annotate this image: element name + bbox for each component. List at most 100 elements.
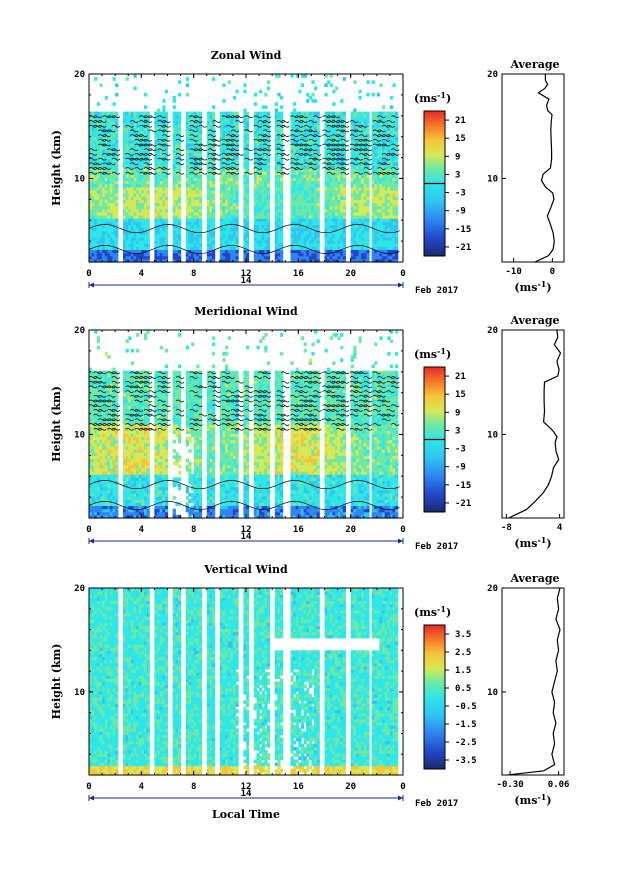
- colorbar: (ms-1) 21 15 9 3 -3 -9 -15 -21: [414, 90, 471, 257]
- colorbar-tick-label: -9: [455, 463, 466, 473]
- panel-title: Vertical Wind: [203, 563, 288, 576]
- x-tick-label: 12: [241, 782, 252, 792]
- colorbar-tick-label: 21: [455, 116, 466, 126]
- y-tick-label: 20: [74, 70, 85, 80]
- x-tick-label: 4: [139, 782, 145, 792]
- zero-contours: [88, 115, 400, 254]
- colorbar-tick-label: 15: [455, 134, 466, 144]
- colorbar-unit: (ms-1): [414, 346, 451, 361]
- zero-contours: [88, 371, 400, 510]
- colorbar-tick-label: -0.5: [455, 702, 477, 712]
- average-profile-line: [534, 74, 555, 263]
- average-x-tick-label: 0.06: [548, 780, 570, 790]
- x-tick-label: 8: [191, 269, 196, 279]
- colorbar: (ms-1) 21 15 9 3 -3 -9 -15 -21: [414, 346, 471, 513]
- colorbar-tick-label: -3: [455, 189, 466, 199]
- colorbar-tick-label: 0.5: [455, 684, 471, 694]
- panel-title: Meridional Wind: [194, 305, 298, 318]
- y-tick-label: 10: [74, 174, 85, 184]
- x-tick-label: 20: [345, 269, 356, 279]
- average-x-axis-label: (ms-1): [514, 792, 551, 807]
- x-tick-label: 0: [400, 269, 405, 279]
- colorbar-tick-label: -15: [455, 225, 471, 235]
- average-profile-line: [508, 329, 562, 519]
- average-frame: [501, 329, 565, 519]
- average-title: Average: [509, 314, 559, 327]
- y-axis-label: Height (km): [50, 644, 63, 720]
- colorbar-tick-label: -3.5: [455, 756, 477, 766]
- average-x-tick-label: 0: [550, 267, 555, 277]
- average-y-tick-label: 10: [487, 174, 498, 184]
- panel-0: Zonal Wind 0 4 8 12 16 20 0 20 10 Height (km) 14 Feb…: [50, 49, 565, 296]
- colorbar-gradient: [423, 624, 446, 770]
- average-y-tick-label: 20: [487, 326, 498, 336]
- average-x-axis-label: (ms-1): [514, 535, 551, 550]
- x-tick-label: 16: [293, 269, 304, 279]
- colorbar-tick-label: 3: [455, 170, 460, 180]
- x-tick-label: 0: [400, 525, 405, 535]
- colorbar-tick-label: -1.5: [455, 720, 477, 730]
- heatmap-field: [89, 588, 399, 776]
- colorbar-tick-label: -9: [455, 207, 466, 217]
- average-title: Average: [509, 572, 559, 585]
- colorbar-tick-label: 3.5: [455, 630, 471, 640]
- average-panel: Average 20 10 -10 0 (ms-1): [487, 58, 565, 294]
- average-title: Average: [509, 58, 559, 71]
- x-tick-label: 20: [345, 782, 356, 792]
- y-axis-label: Height (km): [50, 130, 63, 206]
- x-tick-label: 16: [293, 782, 304, 792]
- x-tick-label: 0: [86, 782, 91, 792]
- x-tick-label: 12: [241, 525, 252, 535]
- colorbar-tick-label: 9: [455, 408, 460, 418]
- x-tick-label: 0: [400, 782, 405, 792]
- date-label: 14: [241, 532, 252, 542]
- colorbar-tick-label: -2.5: [455, 738, 477, 748]
- y-tick-label: 10: [74, 430, 85, 440]
- colorbar-tick-label: -21: [455, 243, 471, 253]
- x-tick-label: 0: [86, 525, 91, 535]
- month-label: Feb 2017: [415, 542, 458, 552]
- colorbar-unit: (ms-1): [414, 90, 451, 105]
- colorbar-unit: (ms-1): [414, 604, 451, 619]
- heatmap-field: [89, 74, 399, 263]
- panel-title: Zonal Wind: [211, 49, 282, 62]
- y-axis-label: Height (km): [50, 386, 63, 462]
- average-profile-line: [507, 587, 561, 776]
- average-y-tick-label: 20: [487, 70, 498, 80]
- x-tick-label: 0: [86, 269, 91, 279]
- x-axis-label: Local Time: [212, 808, 280, 821]
- x-tick-label: 4: [139, 525, 145, 535]
- y-tick-label: 20: [74, 326, 85, 336]
- date-label: 14: [241, 789, 252, 799]
- x-tick-label: 12: [241, 269, 252, 279]
- x-tick-label: 20: [345, 525, 356, 535]
- average-panel: Average 20 10 -8 4 (ms-1): [487, 314, 565, 550]
- colorbar-tick-label: -3: [455, 445, 466, 455]
- average-x-tick-label: 4: [557, 523, 563, 533]
- colorbar-tick-label: 15: [455, 390, 466, 400]
- colorbar-tick-label: -15: [455, 481, 471, 491]
- x-tick-label: 4: [139, 269, 145, 279]
- average-panel: Average 20 10 -0.30 0.06 (ms-1): [487, 572, 569, 807]
- y-tick-label: 20: [74, 584, 85, 594]
- month-label: Feb 2017: [415, 286, 458, 296]
- average-frame: [501, 73, 565, 263]
- x-tick-label: 16: [293, 525, 304, 535]
- colorbar-tick-label: 2.5: [455, 648, 471, 658]
- panel-1: Meridional Wind 0 4 8 12 16 20 0 20 10 Height (km)…: [50, 305, 565, 552]
- colorbar-tick-label: 21: [455, 372, 466, 382]
- x-tick-label: 8: [191, 525, 196, 535]
- average-x-tick-label: -8: [501, 523, 512, 533]
- colorbar: (ms-1) 3.5 2.5 1.5 0.5 -0.5 -1.5 -2.5 -3.5: [414, 604, 477, 770]
- average-frame: [501, 587, 565, 776]
- average-y-tick-label: 20: [487, 584, 498, 594]
- colorbar-tick-label: 1.5: [455, 666, 471, 676]
- average-y-tick-label: 10: [487, 688, 498, 698]
- average-x-tick-label: -0.30: [497, 780, 524, 790]
- panel-2: Vertical Wind 0 4 8 12 16 20 0 20 10 Height (km) 14…: [50, 563, 569, 821]
- colorbar-tick-label: 9: [455, 152, 460, 162]
- month-label: Feb 2017: [415, 799, 458, 809]
- average-x-tick-label: -10: [505, 267, 521, 277]
- average-x-axis-label: (ms-1): [514, 279, 551, 294]
